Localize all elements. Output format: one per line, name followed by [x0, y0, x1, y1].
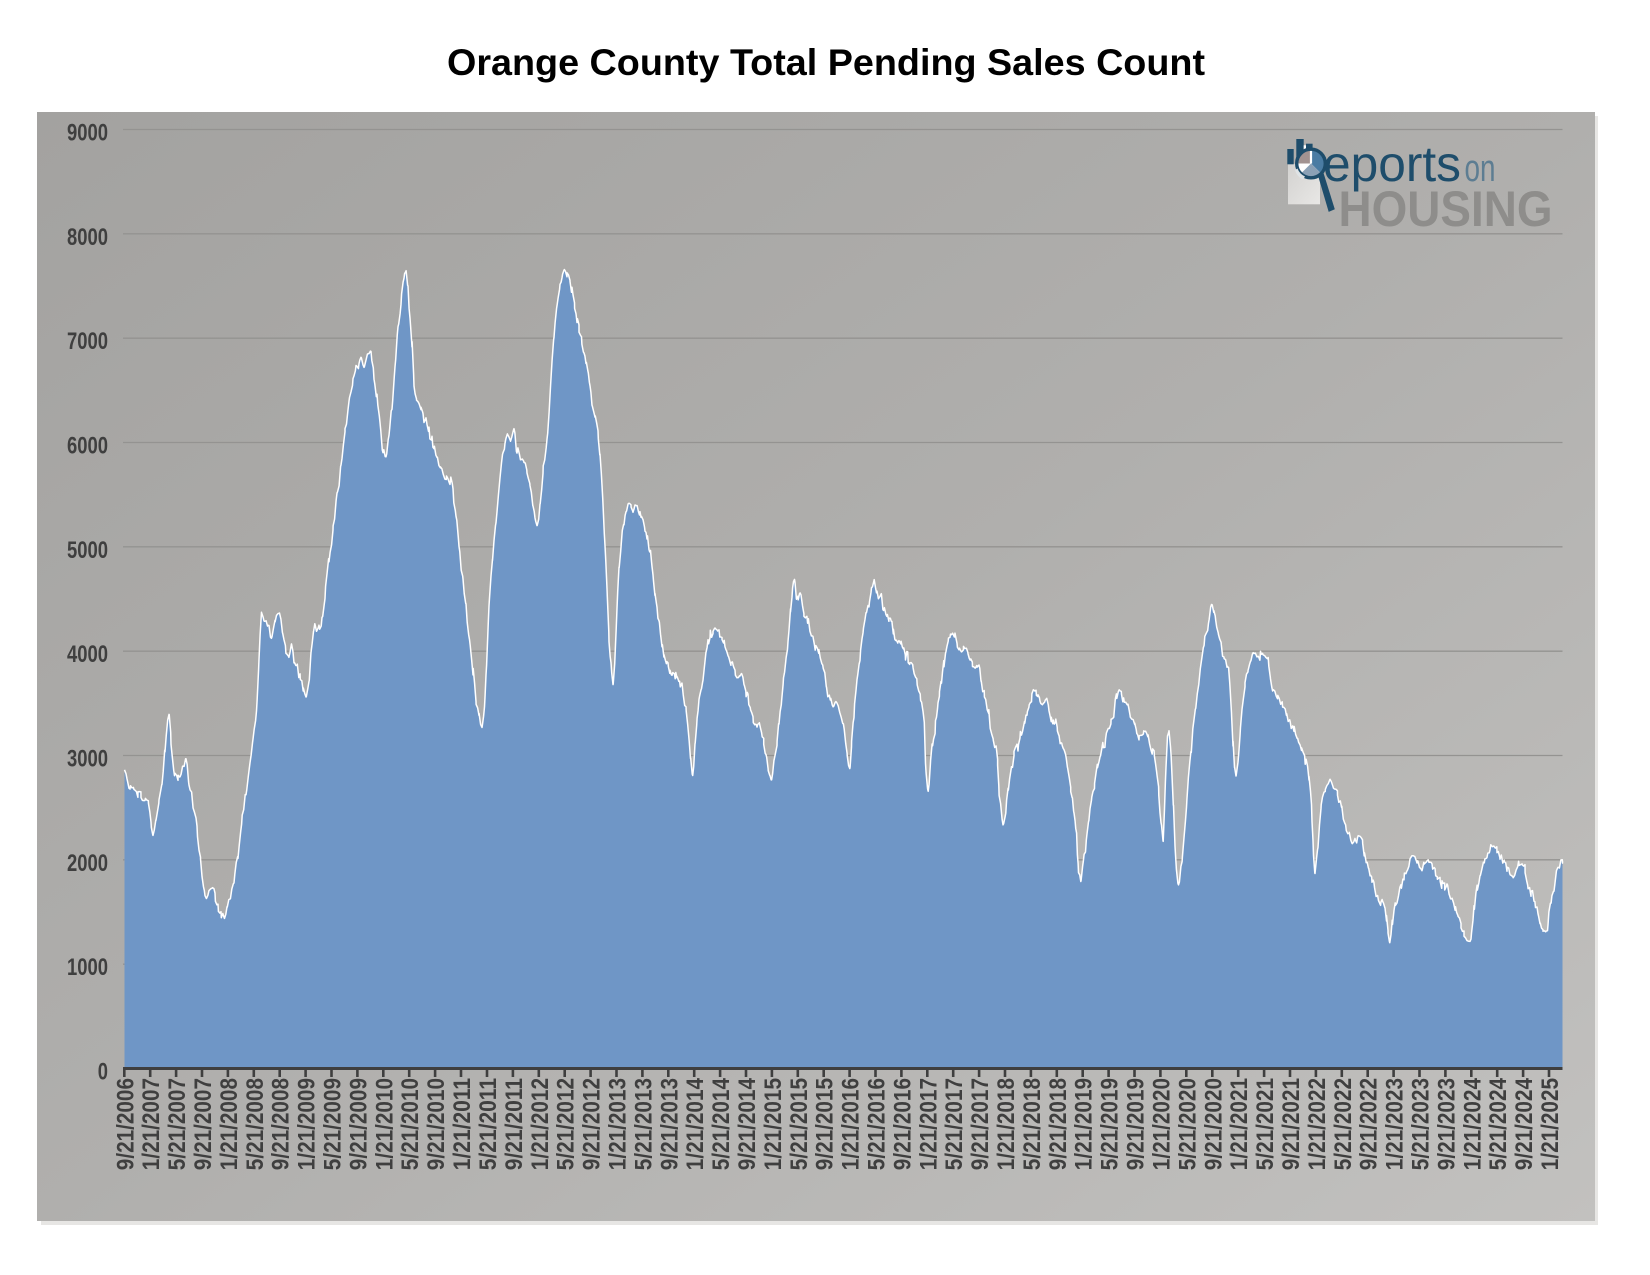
- svg-text:1/21/2022: 1/21/2022: [1304, 1078, 1331, 1170]
- svg-text:9/21/2013: 9/21/2013: [656, 1078, 683, 1170]
- svg-text:1/21/2021: 1/21/2021: [1226, 1078, 1253, 1170]
- svg-text:5/21/2015: 5/21/2015: [786, 1078, 813, 1170]
- svg-text:5/21/2016: 5/21/2016: [864, 1078, 891, 1170]
- svg-text:1/21/2015: 1/21/2015: [760, 1078, 787, 1170]
- svg-text:5/21/2017: 5/21/2017: [941, 1078, 968, 1170]
- svg-text:eports: eports: [1323, 136, 1461, 192]
- svg-text:5/21/2018: 5/21/2018: [1019, 1078, 1046, 1170]
- svg-text:4000: 4000: [67, 641, 108, 668]
- svg-text:9/21/2010: 9/21/2010: [423, 1078, 450, 1170]
- svg-text:9/21/2018: 9/21/2018: [1045, 1078, 1072, 1170]
- svg-text:5/21/2019: 5/21/2019: [1097, 1078, 1124, 1170]
- svg-text:5/21/2009: 5/21/2009: [320, 1078, 347, 1170]
- svg-text:5/21/2010: 5/21/2010: [397, 1078, 424, 1170]
- svg-text:5/21/2007: 5/21/2007: [164, 1078, 191, 1170]
- svg-text:9/21/2008: 9/21/2008: [268, 1078, 295, 1170]
- svg-text:9/21/2011: 9/21/2011: [501, 1078, 528, 1170]
- svg-text:0: 0: [98, 1059, 108, 1086]
- svg-text:9/21/2007: 9/21/2007: [190, 1078, 217, 1170]
- svg-text:1000: 1000: [67, 954, 108, 981]
- svg-text:1/21/2025: 1/21/2025: [1537, 1078, 1564, 1170]
- svg-text:9000: 9000: [67, 120, 108, 147]
- svg-text:5/21/2012: 5/21/2012: [553, 1078, 580, 1170]
- svg-text:5/21/2008: 5/21/2008: [242, 1078, 269, 1170]
- svg-text:1/21/2023: 1/21/2023: [1382, 1078, 1409, 1170]
- svg-text:1/21/2012: 1/21/2012: [527, 1078, 554, 1170]
- svg-text:1/21/2019: 1/21/2019: [1071, 1078, 1098, 1170]
- svg-text:5/21/2024: 5/21/2024: [1485, 1077, 1512, 1170]
- svg-text:1/21/2011: 1/21/2011: [449, 1078, 476, 1170]
- svg-text:9/21/2019: 9/21/2019: [1123, 1078, 1150, 1170]
- svg-text:5/21/2013: 5/21/2013: [630, 1078, 657, 1170]
- svg-text:9/21/2020: 9/21/2020: [1200, 1078, 1227, 1170]
- svg-text:9/21/2021: 9/21/2021: [1278, 1078, 1305, 1170]
- svg-text:1/21/2020: 1/21/2020: [1148, 1078, 1175, 1170]
- svg-text:5/21/2014: 5/21/2014: [708, 1077, 735, 1170]
- svg-text:Orange County Total Pending Sa: Orange County Total Pending Sales Count: [447, 42, 1205, 83]
- svg-text:5/21/2021: 5/21/2021: [1252, 1078, 1279, 1170]
- svg-text:HOUSING: HOUSING: [1339, 181, 1553, 237]
- svg-text:1/21/2014: 1/21/2014: [682, 1077, 709, 1170]
- svg-text:1/21/2010: 1/21/2010: [371, 1078, 398, 1170]
- svg-text:1/21/2009: 1/21/2009: [294, 1078, 321, 1170]
- svg-text:9/21/2016: 9/21/2016: [889, 1078, 916, 1170]
- svg-text:1/21/2008: 1/21/2008: [216, 1078, 243, 1170]
- svg-text:5/21/2011: 5/21/2011: [475, 1078, 502, 1170]
- svg-text:9/21/2023: 9/21/2023: [1433, 1078, 1460, 1170]
- svg-text:1/21/2024: 1/21/2024: [1459, 1077, 1486, 1170]
- svg-text:9/21/2024: 9/21/2024: [1511, 1077, 1538, 1170]
- svg-text:1/21/2013: 1/21/2013: [605, 1078, 632, 1170]
- svg-text:9/21/2015: 9/21/2015: [812, 1078, 839, 1170]
- svg-text:8000: 8000: [67, 224, 108, 251]
- svg-text:on: on: [1465, 148, 1496, 190]
- svg-text:6000: 6000: [67, 433, 108, 460]
- svg-text:9/21/2009: 9/21/2009: [345, 1078, 372, 1170]
- svg-text:3000: 3000: [67, 746, 108, 773]
- svg-text:7000: 7000: [67, 328, 108, 355]
- svg-text:9/21/2014: 9/21/2014: [734, 1077, 761, 1170]
- svg-text:9/21/2022: 9/21/2022: [1356, 1078, 1383, 1170]
- svg-text:9/21/2017: 9/21/2017: [967, 1078, 994, 1170]
- svg-text:2000: 2000: [67, 850, 108, 877]
- svg-text:5/21/2020: 5/21/2020: [1174, 1078, 1201, 1170]
- svg-text:5/21/2023: 5/21/2023: [1408, 1078, 1435, 1170]
- svg-text:1/21/2016: 1/21/2016: [838, 1078, 865, 1170]
- svg-text:9/21/2012: 9/21/2012: [579, 1078, 606, 1170]
- svg-text:5000: 5000: [67, 537, 108, 564]
- svg-text:1/21/2017: 1/21/2017: [915, 1078, 942, 1170]
- svg-text:5/21/2022: 5/21/2022: [1330, 1078, 1357, 1170]
- svg-text:1/21/2018: 1/21/2018: [993, 1078, 1020, 1170]
- svg-text:9/21/2006: 9/21/2006: [112, 1078, 139, 1170]
- svg-text:1/21/2007: 1/21/2007: [138, 1078, 165, 1170]
